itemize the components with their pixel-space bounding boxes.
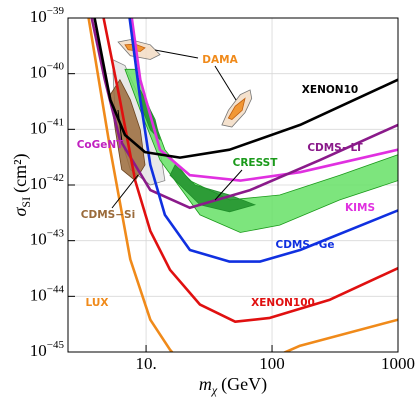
region — [109, 78, 146, 182]
y-tick-exponent: −44 — [47, 283, 65, 295]
y-tick-exponent: −39 — [47, 5, 65, 17]
series-line — [130, 18, 398, 182]
arrows — [111, 49, 243, 209]
ticks: 10. 100 100010−3910−4010−4110−4210−4310−44… — [30, 5, 415, 373]
arrow — [214, 169, 243, 201]
annotation: CRESST — [233, 157, 279, 169]
annotation: CDMS−Si — [81, 209, 135, 221]
series-line — [128, 18, 398, 263]
y-tick-label: 10−40 — [30, 60, 65, 81]
y-tick-base: 10 — [30, 341, 47, 360]
annotation: CDMS−LT — [307, 142, 363, 154]
y-subscript: SI — [19, 197, 33, 208]
x-tick-label: 100 — [259, 354, 285, 373]
y-tick-label: 10−45 — [30, 339, 65, 360]
annotation: XENON10 — [302, 84, 358, 96]
plot — [87, 18, 398, 352]
x-unit: (GeV) — [221, 374, 267, 395]
region — [169, 164, 257, 213]
y-tick-base: 10 — [30, 118, 47, 137]
y-tick-base: 10 — [30, 285, 47, 304]
y-tick-label: 10−43 — [30, 227, 65, 248]
x-axis-label: mχ (GeV) — [199, 374, 267, 397]
arrow — [111, 174, 139, 209]
annotation: DAMA — [202, 54, 238, 66]
series-line — [102, 18, 398, 323]
annotation: LUX — [86, 297, 109, 309]
y-tick-exponent: −42 — [47, 172, 64, 184]
y-axis-label: σSI (cm²) — [10, 154, 33, 217]
y-tick-exponent: −45 — [47, 339, 65, 351]
series-line — [93, 18, 398, 159]
annotation: XENON100 — [251, 297, 315, 309]
y-tick-label: 10−39 — [30, 5, 65, 26]
y-tick-base: 10 — [30, 63, 47, 82]
y-tick-exponent: −40 — [47, 60, 65, 72]
arrow — [117, 109, 123, 143]
arrow — [154, 49, 199, 59]
y-tick-base: 10 — [30, 7, 47, 26]
y-tick-label: 10−41 — [30, 116, 64, 137]
y-tick-exponent: −43 — [47, 227, 65, 239]
x-tick-label: 1000 — [381, 354, 415, 373]
y-tick-label: 10−44 — [30, 283, 65, 304]
series-line — [87, 18, 398, 352]
y-tick-base: 10 — [30, 230, 47, 249]
arrow — [214, 65, 237, 101]
annotation: KIMS — [345, 202, 375, 214]
annotation: CoGeNT — [77, 139, 124, 151]
y-tick-label: 10−42 — [30, 172, 64, 193]
y-tick-exponent: −41 — [47, 116, 64, 128]
x-symbol: m — [199, 374, 212, 394]
annotation: CDMS−Ge — [276, 239, 335, 251]
y-symbol: σ — [10, 206, 30, 216]
x-tick-label: 10. — [135, 354, 156, 373]
x-subscript: χ — [211, 383, 218, 397]
region — [227, 97, 246, 120]
y-unit: (cm²) — [10, 154, 31, 193]
labels: DAMA XENON10 CoGeNT CRESST CDMS−LT KIMS CDMS−S… — [77, 54, 375, 309]
y-tick-base: 10 — [30, 174, 47, 193]
